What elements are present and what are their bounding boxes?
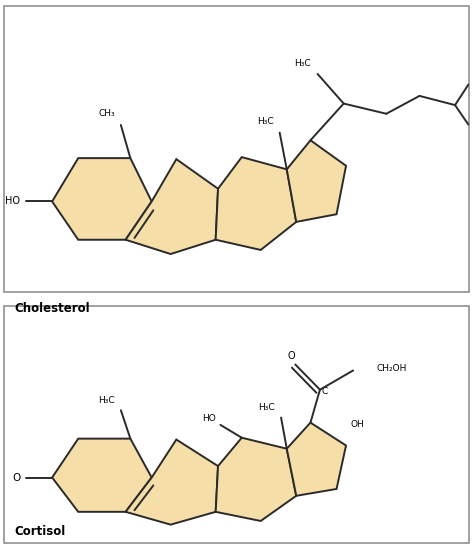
Text: H₃C: H₃C <box>257 117 274 126</box>
Text: CH₃: CH₃ <box>98 109 115 118</box>
Polygon shape <box>216 438 296 521</box>
Text: Cholesterol: Cholesterol <box>14 302 90 315</box>
Polygon shape <box>126 440 218 525</box>
Text: O: O <box>12 472 20 483</box>
Text: CH₂OH: CH₂OH <box>377 364 407 373</box>
Text: O: O <box>288 351 295 361</box>
Polygon shape <box>216 157 296 250</box>
Text: OH: OH <box>351 420 365 430</box>
Text: Cortisol: Cortisol <box>14 524 65 538</box>
Polygon shape <box>52 158 152 240</box>
Text: H₃C: H₃C <box>258 403 275 412</box>
Text: H₃C: H₃C <box>98 396 115 405</box>
Polygon shape <box>126 159 218 254</box>
Polygon shape <box>287 422 346 496</box>
Polygon shape <box>287 140 346 222</box>
Polygon shape <box>52 439 152 512</box>
Text: HO: HO <box>5 196 20 206</box>
Text: H₃C: H₃C <box>294 59 311 68</box>
Text: HO: HO <box>202 414 216 422</box>
Text: C: C <box>321 388 328 397</box>
